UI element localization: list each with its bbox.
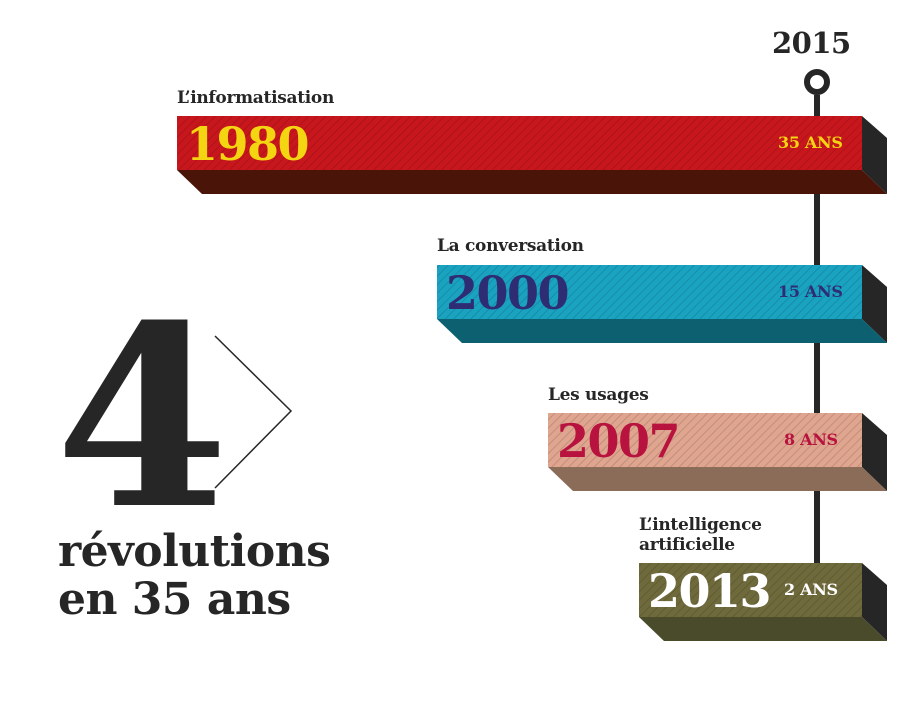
bar-2000-bottom [437, 319, 887, 343]
bar-2007-bottom [548, 467, 887, 491]
year-2013: 2013 [648, 564, 772, 618]
label-intelligence-line2: artificielle [639, 535, 735, 555]
bar-1980-hatch [177, 116, 862, 170]
label-intelligence-line1: L’intelligence [639, 515, 762, 535]
bar-2000 [437, 265, 887, 343]
year-1980: 1980 [186, 117, 310, 171]
label-intelligence: L’intelligence artificielle [639, 515, 762, 555]
headline-subtitle: révolutions en 35 ans [58, 526, 331, 625]
duration-15-ans: 15 ANS [778, 282, 843, 301]
bar-1980-bottom [177, 170, 887, 194]
bar-2007-hatch [548, 413, 862, 467]
timeline-marker [804, 69, 830, 95]
chevron-decoration [214, 335, 293, 489]
bar-2007-side [862, 413, 887, 491]
headline-number: 4 [55, 270, 229, 564]
label-conversation: La conversation [437, 236, 584, 256]
bar-2013 [639, 563, 887, 641]
headline-line1: révolutions [58, 526, 331, 577]
duration-8-ans: 8 ANS [784, 430, 838, 449]
bar-2000-hatch [437, 265, 862, 319]
label-usages: Les usages [548, 385, 649, 405]
bar-2013-side [862, 563, 887, 641]
year-2000: 2000 [446, 266, 570, 320]
bar-2007 [548, 413, 887, 491]
duration-35-ans: 35 ANS [778, 133, 843, 152]
bar-1980 [177, 116, 887, 194]
bar-2013-bottom [639, 617, 887, 641]
duration-2-ans: 2 ANS [784, 580, 838, 599]
bar-2013-hatch [639, 563, 862, 617]
year-2007: 2007 [557, 414, 681, 468]
bar-1980-side [862, 116, 887, 194]
label-informatisation: L’informatisation [177, 88, 335, 108]
bar-2000-side [862, 265, 887, 343]
end-year-label: 2015 [772, 26, 851, 60]
headline-line2: en 35 ans [58, 574, 291, 625]
